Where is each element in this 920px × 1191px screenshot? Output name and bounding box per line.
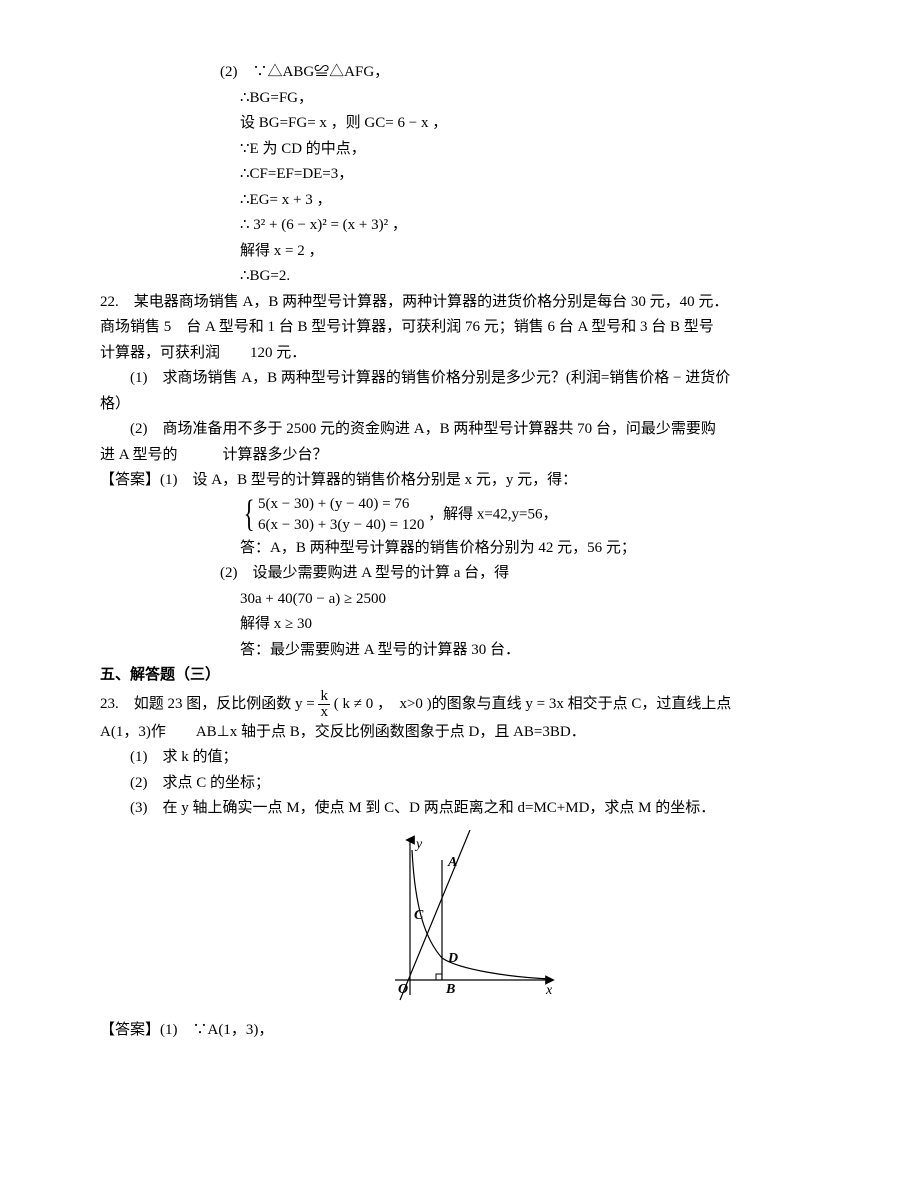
stem-text: ( k ≠ 0 ， x>0 )的图象与直线 y = 3x 相交于点 C，过直线上… [334, 695, 732, 711]
equation-tail: ，解得 x=42,y=56， [428, 506, 557, 522]
equation: 5(x − 30) + (y − 40) = 76 [258, 496, 409, 512]
formula: y = [295, 695, 318, 711]
problem-23: 23. 如题 23 图，反比例函数 y = k x ( k ≠ 0 ， x>0 … [100, 689, 820, 1044]
line: (2) ∵△ABG≌△AFG， [100, 60, 820, 86]
subquestion: (1) 求 k 的值； [100, 745, 820, 771]
answer-label: 【答案】(1) ∵A(1，3)， [100, 1018, 820, 1044]
stem-line: 商场销售 5 台 A 型号和 1 台 B 型号计算器，可获利润 76 元；销售 … [100, 315, 820, 341]
subquestion: 格） [100, 392, 820, 418]
line: 解得 x = 2 ， [100, 239, 820, 265]
stem-line: 计算器，可获利润 120 元． [100, 341, 820, 367]
subquestion: (2) 商场准备用不多于 2500 元的资金购进 A，B 两种型号计算器共 70… [100, 417, 820, 443]
stem-line: 23. 如题 23 图，反比例函数 y = k x ( k ≠ 0 ， x>0 … [100, 689, 820, 720]
equation-system: { 5(x − 30) + (y − 40) = 76 6(x − 30) + … [100, 494, 820, 536]
stem-line: A(1，3)作 AB⊥x 轴于点 B，交反比例函数图象于点 D，且 AB=3BD… [100, 720, 820, 746]
stem-text: 23. 如题 23 图，反比例函数 [100, 695, 295, 711]
answer-label: 【答案】(1) 设 A，B 型号的计算器的销售价格分别是 x 元，y 元，得： [100, 468, 820, 494]
axis-label-y: y [414, 837, 423, 852]
problem-21-part2: (2) ∵△ABG≌△AFG， ∴BG=FG， 设 BG=FG= x ，则 GC… [100, 60, 820, 290]
line: ∴BG=FG， [100, 86, 820, 112]
answer-line: (2) 设最少需要购进 A 型号的计算 a 台，得 [100, 561, 820, 587]
line: ∴EG= x + 3 ， [100, 188, 820, 214]
answer-line: 答：最少需要购进 A 型号的计算器 30 台． [100, 638, 820, 664]
problem-22: 22. 某电器商场销售 A，B 两种型号计算器，两种计算器的进货价格分别是每台 … [100, 290, 820, 664]
subquestion: (3) 在 y 轴上确实一点 M，使点 M 到 C、D 两点距离之和 d=MC+… [100, 796, 820, 822]
left-brace-icon: { [244, 497, 255, 531]
point-label-a: A [447, 855, 457, 870]
numerator: k [318, 689, 330, 705]
point-label-c: C [414, 908, 424, 923]
point-label-d: D [447, 951, 458, 966]
fraction: k x [318, 689, 330, 720]
stem-line: 22. 某电器商场销售 A，B 两种型号计算器，两种计算器的进货价格分别是每台 … [100, 290, 820, 316]
line: ∴ 3² + (6 − x)² = (x + 3)² ， [100, 213, 820, 239]
answer-line: 答：A，B 两种型号计算器的销售价格分别为 42 元，56 元； [100, 536, 820, 562]
answer-line: 解得 x ≥ 30 [100, 612, 820, 638]
reciprocal-curve [412, 850, 550, 979]
denominator: x [318, 705, 330, 720]
right-angle-marker [436, 974, 442, 980]
line: ∵E 为 CD 的中点， [100, 137, 820, 163]
line: 设 BG=FG= x ，则 GC= 6 − x ， [100, 111, 820, 137]
figure-23: y x O A B C D [350, 830, 570, 1010]
equation: 6(x − 30) + 3(y − 40) = 120 [258, 517, 424, 533]
line: ∴BG=2. [100, 264, 820, 290]
point-label-b: B [445, 982, 455, 997]
origin-label: O [398, 982, 408, 997]
line: ∴CF=EF=DE=3， [100, 162, 820, 188]
answer-line: 30a + 40(70 − a) ≥ 2500 [100, 587, 820, 613]
axis-label-x: x [545, 983, 553, 998]
subquestion: (2) 求点 C 的坐标； [100, 771, 820, 797]
subquestion: 进 A 型号的 计算器多少台？ [100, 443, 820, 469]
section-heading: 五、解答题（三） [100, 663, 820, 689]
subquestion: (1) 求商场销售 A，B 两种型号计算器的销售价格分别是多少元？(利润=销售价… [100, 366, 820, 392]
